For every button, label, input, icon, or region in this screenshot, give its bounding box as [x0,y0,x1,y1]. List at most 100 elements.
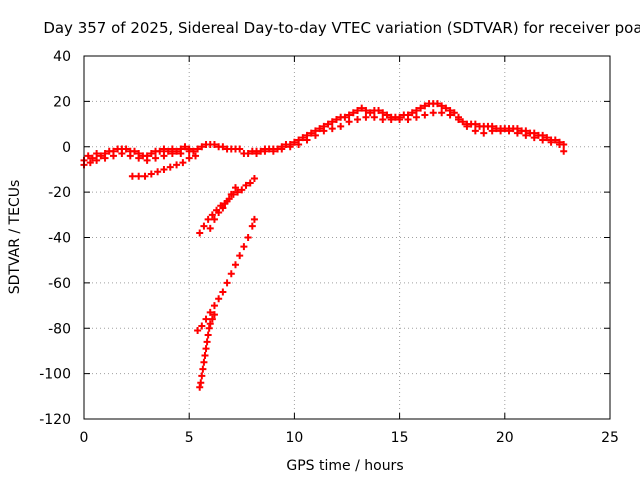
data-point [337,122,345,130]
data-point [556,140,564,148]
series-middle-drop [196,175,258,237]
data-point [366,109,374,117]
y-tick-label: -120 [39,412,71,428]
data-point [122,145,130,153]
data-point [206,320,214,328]
grid-lines [84,56,610,419]
data-point [362,113,370,121]
data-point [379,116,387,124]
data-point [446,111,454,119]
series-lower-band [80,109,568,169]
y-tick-label: -60 [48,276,71,292]
data-point [236,145,244,153]
data-point [412,106,420,114]
data-point [118,150,126,158]
y-tick-label: -20 [48,185,71,201]
data-point [128,172,136,180]
data-point [200,222,208,230]
data-point [227,270,235,278]
data-point [236,252,244,260]
data-point [269,147,277,155]
data-point [86,159,94,167]
data-point [231,184,239,192]
data-point [199,365,207,373]
data-point [238,186,246,194]
data-point [206,308,214,316]
data-point [198,372,206,380]
data-point [160,152,168,160]
data-point [497,127,505,135]
data-point [421,111,429,119]
data-point [290,138,298,146]
data-point [307,129,315,137]
data-point [185,147,193,155]
data-point [234,188,242,196]
data-point [202,345,210,353]
data-point [208,315,216,323]
data-point [303,136,311,144]
data-point [383,111,391,119]
y-tick-label: 0 [62,140,71,156]
data-point [210,302,218,310]
data-point [84,152,92,160]
data-point [332,116,340,124]
data-point [438,109,446,117]
data-point [215,295,223,303]
data-point [463,122,471,130]
data-point [358,104,366,112]
data-point [210,215,218,223]
data-point [480,129,488,137]
series-main-trace [80,100,568,164]
data-point [551,136,559,144]
data-point [179,159,187,167]
data-point [130,147,138,155]
data-point [324,120,332,128]
y-tick-label: -100 [39,367,71,383]
data-point [404,116,412,124]
data-point [156,147,164,155]
data-point [206,224,214,232]
data-point [135,172,143,180]
data-point [250,215,258,223]
data-point [299,134,307,142]
data-point [295,140,303,148]
data-point [261,147,269,155]
data-point [248,222,256,230]
series-secondary-drop [206,184,239,232]
y-tick-labels: -120 -100 -80 -60 -40 -20 0 20 40 [39,49,71,428]
data-point [223,197,231,205]
data-point [242,181,250,189]
data-point [143,156,151,164]
x-tick-label: 15 [391,430,409,446]
data-point [311,131,319,139]
data-point [349,109,357,117]
data-point [192,152,200,160]
data-point [147,150,155,158]
x-tick-label: 20 [496,430,514,446]
data-point [375,106,383,114]
data-point [97,152,105,160]
x-tick-label: 10 [285,430,303,446]
data-point [341,113,349,121]
data-point [164,147,172,155]
data-point [173,147,181,155]
y-tick-label: 40 [53,49,71,65]
data-point [208,211,216,219]
x-tick-label: 25 [601,430,619,446]
data-point [231,261,239,269]
plot-frame [83,55,611,420]
data-point [522,131,530,139]
data-point [345,118,353,126]
data-point [354,106,362,114]
data-point [204,215,212,223]
x-tick-label: 5 [185,430,194,446]
data-point [244,234,252,241]
data-point [223,279,231,287]
data-point [109,152,117,160]
series-short-segment [128,152,200,180]
data-point [240,243,248,251]
data-point [88,154,96,162]
data-point [459,118,467,126]
data-points [80,100,568,391]
data-point [471,120,479,128]
